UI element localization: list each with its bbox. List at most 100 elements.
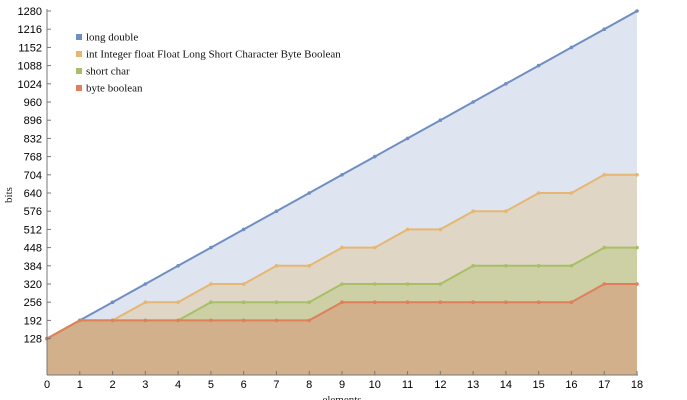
data-point bbox=[504, 82, 508, 86]
y-tick-label: 1088 bbox=[18, 61, 42, 73]
data-point bbox=[340, 245, 344, 250]
data-point bbox=[340, 282, 344, 286]
legend-label: long double bbox=[86, 32, 138, 44]
x-tick-label: 4 bbox=[175, 379, 181, 391]
data-point bbox=[143, 300, 148, 305]
x-tick-label: 0 bbox=[44, 379, 50, 391]
x-tick-label: 11 bbox=[402, 379, 413, 391]
data-point bbox=[569, 264, 574, 268]
series-points bbox=[45, 9, 639, 341]
x-tick-label: 13 bbox=[467, 379, 479, 391]
data-point bbox=[372, 245, 377, 250]
x-tick-label: 15 bbox=[533, 379, 545, 391]
x-tick-label: 6 bbox=[241, 379, 247, 391]
x-tick-label: 17 bbox=[598, 379, 610, 391]
x-tick-label: 12 bbox=[434, 379, 446, 391]
data-point bbox=[602, 27, 607, 32]
data-point bbox=[274, 300, 279, 305]
data-point bbox=[110, 300, 115, 305]
legend-label: short char bbox=[86, 66, 130, 78]
x-axis-label: elements bbox=[322, 394, 361, 400]
legend-swatch bbox=[76, 51, 82, 57]
data-point bbox=[241, 227, 246, 232]
x-tick-label: 14 bbox=[500, 379, 512, 391]
data-point bbox=[635, 282, 639, 286]
data-point bbox=[176, 318, 180, 323]
data-point bbox=[504, 300, 508, 305]
data-point bbox=[471, 100, 475, 104]
x-tick-label: 8 bbox=[306, 379, 312, 391]
x-tick-label: 3 bbox=[142, 379, 148, 391]
y-tick-label: 768 bbox=[24, 152, 42, 164]
data-point bbox=[274, 209, 279, 213]
data-point bbox=[504, 264, 508, 268]
data-point bbox=[241, 300, 246, 305]
data-point bbox=[241, 318, 246, 323]
legend-swatch bbox=[76, 85, 82, 91]
y-tick-label: 1280 bbox=[18, 6, 42, 18]
data-point bbox=[405, 282, 410, 286]
y-tick-label: 256 bbox=[24, 297, 42, 309]
legend-label: int Integer float Float Long Short Chara… bbox=[86, 49, 341, 61]
data-point bbox=[176, 264, 180, 268]
data-point bbox=[438, 118, 443, 122]
y-axis-label: bits bbox=[3, 187, 15, 203]
y-tick-label: 1152 bbox=[18, 42, 42, 54]
data-point bbox=[569, 300, 574, 305]
data-point bbox=[569, 45, 574, 50]
data-point bbox=[307, 191, 312, 195]
legend-label: byte boolean bbox=[86, 83, 143, 95]
y-tick-label: 128 bbox=[24, 334, 42, 346]
x-tick-label: 10 bbox=[369, 379, 381, 391]
data-point bbox=[438, 300, 443, 305]
data-point bbox=[307, 264, 312, 268]
data-point bbox=[110, 318, 115, 323]
y-tick-label: 1024 bbox=[18, 79, 42, 91]
data-point bbox=[602, 173, 607, 177]
legend-swatch bbox=[76, 34, 82, 40]
data-point bbox=[209, 300, 213, 305]
data-point bbox=[471, 264, 475, 268]
data-point bbox=[340, 173, 344, 177]
data-point bbox=[504, 209, 508, 213]
data-point bbox=[635, 9, 639, 13]
data-point bbox=[372, 154, 377, 159]
x-tick-label: 2 bbox=[109, 379, 115, 391]
data-point bbox=[438, 227, 443, 232]
y-tick-label: 1216 bbox=[18, 24, 42, 36]
y-tick-label: 960 bbox=[24, 97, 42, 109]
data-point bbox=[176, 300, 180, 305]
data-point bbox=[209, 282, 213, 286]
x-tick-label: 5 bbox=[208, 379, 214, 391]
data-point bbox=[241, 282, 246, 286]
y-tick-label: 448 bbox=[24, 243, 42, 255]
data-point bbox=[405, 300, 410, 305]
data-point bbox=[274, 264, 279, 268]
data-point bbox=[372, 282, 377, 286]
data-point bbox=[209, 245, 213, 250]
legend: long double int Integer float Float Long … bbox=[76, 32, 341, 95]
y-tick-label: 576 bbox=[24, 206, 42, 218]
x-tick-label: 7 bbox=[273, 379, 279, 391]
data-point bbox=[471, 300, 475, 305]
y-tick-label: 832 bbox=[24, 133, 42, 145]
y-tick-label: 320 bbox=[24, 279, 42, 291]
x-tick-label: 1 bbox=[77, 379, 83, 391]
data-point bbox=[602, 282, 607, 286]
data-point bbox=[143, 282, 148, 286]
data-point bbox=[274, 318, 279, 323]
area-fill-3 bbox=[47, 284, 637, 375]
data-point bbox=[307, 318, 312, 323]
data-point bbox=[307, 300, 312, 305]
area-fills bbox=[47, 11, 637, 375]
y-tick-label: 640 bbox=[24, 188, 42, 200]
data-point bbox=[143, 318, 148, 323]
data-point bbox=[536, 264, 541, 268]
y-tick-label: 192 bbox=[24, 315, 42, 327]
data-point bbox=[372, 300, 377, 305]
data-point bbox=[602, 245, 607, 250]
data-point bbox=[635, 173, 639, 177]
y-tick-label: 512 bbox=[24, 224, 42, 236]
data-point bbox=[569, 191, 574, 195]
axes: 0 1 2 3 4 5 6 7 8 9 10 11 12 13 14 15 16 17 18128192256320… bbox=[18, 6, 644, 391]
